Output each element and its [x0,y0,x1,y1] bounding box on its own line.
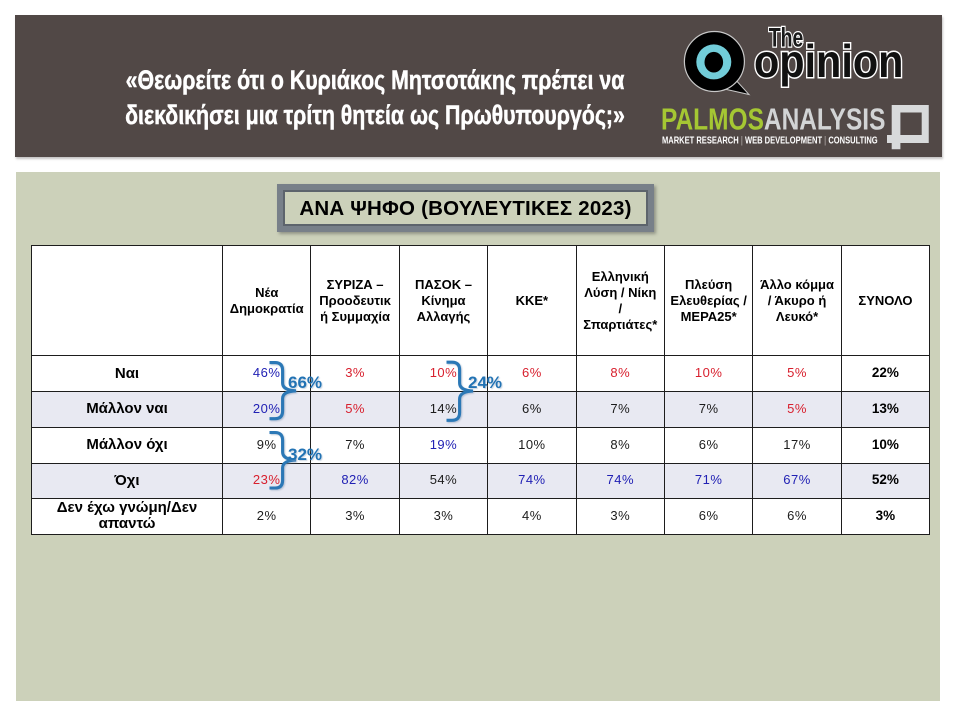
svg-text:MARKET RESEARCH | WEB DEVELOPM: MARKET RESEARCH | WEB DEVELOPMENT | CONS… [662,134,878,145]
svg-text:The: The [769,22,804,52]
svg-text:PALMOSANALYSIS: PALMOSANALYSIS [661,102,885,136]
svg-text:opinion: opinion [754,36,903,88]
